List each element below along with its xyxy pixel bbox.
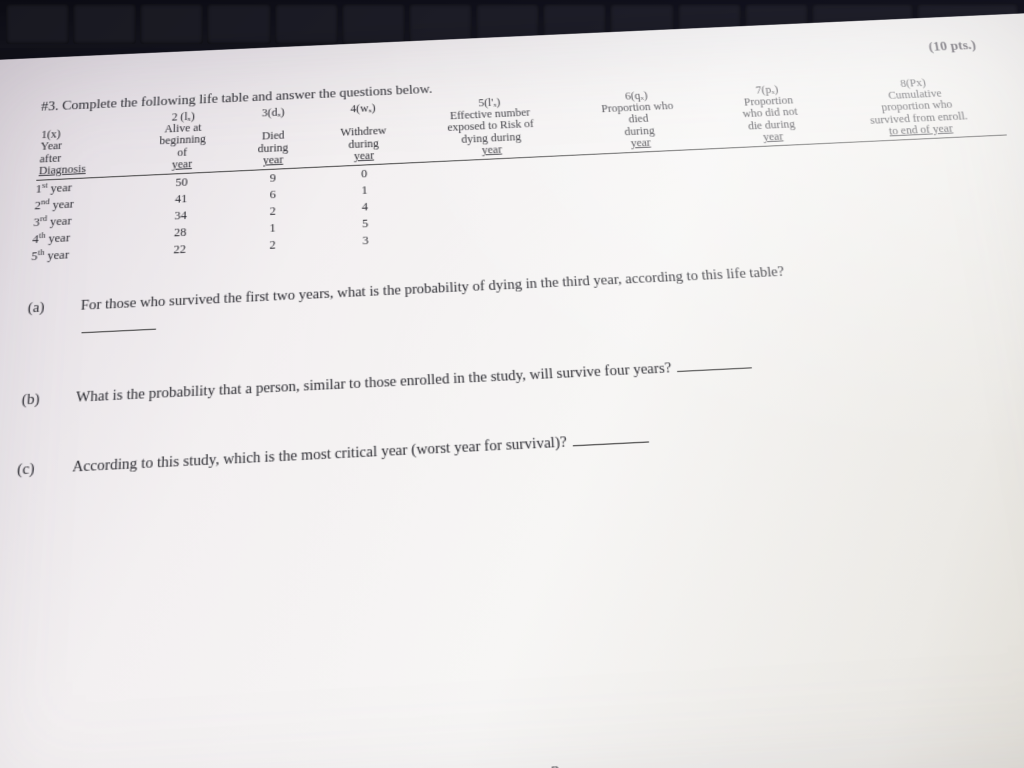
question-c-label: (c) (17, 462, 49, 480)
question-a-text: For those who survived the first two yea… (79, 250, 1024, 342)
paper-sheet: (10 pts.) #3. Complete the following lif… (0, 13, 1024, 768)
answer-blank-a (81, 316, 156, 333)
col-header-1: 1(x) Year after Diagnosis (36, 114, 136, 180)
answer-blank-b (676, 354, 752, 371)
col-header-8: 8(Px) Cumulative proportion who survived… (829, 75, 1007, 143)
col-header-5: 5(l'ₓ) Effective number exposed to Risk … (410, 94, 572, 162)
question-c-text: According to this study, which is the mo… (72, 407, 1024, 482)
page-number: 3 (0, 730, 1024, 768)
col-header-7: 7(pₓ) Proportion who did not die during … (704, 82, 838, 148)
answer-blank-c (572, 429, 649, 447)
col-header-2: 2 (lₓ) Alive at beginning of year (133, 110, 231, 176)
question-b-label: (b) (21, 391, 52, 409)
col-header-4: 4(wₓ) Withdrew during year (315, 102, 412, 168)
question-c: (c) According to this study, which is th… (16, 407, 1024, 484)
col-header-6: 6(qₓ) Proportion who died during year (568, 88, 711, 155)
question-a: (a) For those who survived the first two… (25, 250, 1024, 345)
questions-block: (a) For those who survived the first two… (16, 250, 1024, 485)
photo-scene: (10 pts.) #3. Complete the following lif… (0, 0, 1024, 768)
col-header-3: 3(dₓ) Died during year (230, 106, 316, 171)
question-b: (b) What is the probability that a perso… (21, 338, 1024, 413)
question-b-text: What is the probability that a person, s… (75, 338, 1024, 410)
question-a-label: (a) (27, 300, 58, 317)
